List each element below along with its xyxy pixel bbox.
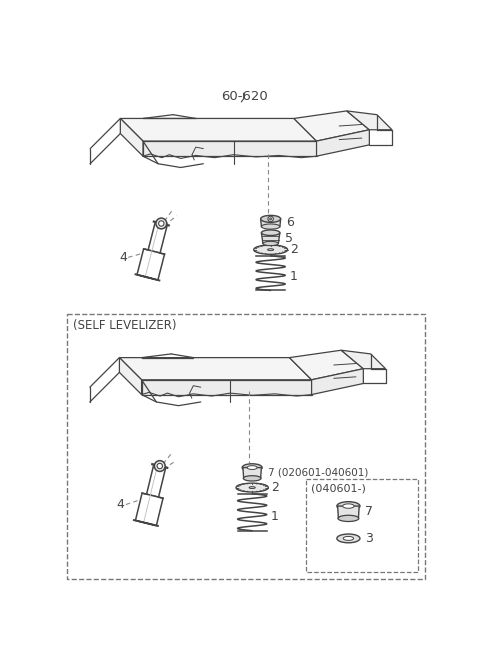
Polygon shape: [262, 233, 280, 243]
Polygon shape: [341, 350, 385, 369]
Ellipse shape: [135, 124, 143, 128]
Ellipse shape: [131, 361, 145, 369]
Polygon shape: [143, 141, 316, 156]
Text: 2: 2: [290, 243, 298, 256]
Polygon shape: [120, 358, 142, 394]
Ellipse shape: [267, 249, 274, 251]
Polygon shape: [289, 350, 363, 380]
Ellipse shape: [247, 466, 257, 470]
Ellipse shape: [261, 215, 281, 222]
Polygon shape: [142, 380, 312, 394]
Ellipse shape: [243, 476, 261, 481]
Polygon shape: [120, 119, 316, 141]
Ellipse shape: [132, 122, 147, 130]
Circle shape: [157, 463, 162, 469]
Ellipse shape: [219, 124, 248, 136]
Ellipse shape: [343, 537, 354, 541]
Text: 7 (020601-040601): 7 (020601-040601): [267, 468, 368, 478]
Polygon shape: [337, 506, 359, 518]
Ellipse shape: [216, 363, 244, 375]
Polygon shape: [312, 369, 363, 394]
Polygon shape: [120, 119, 143, 156]
Ellipse shape: [249, 487, 255, 489]
Ellipse shape: [337, 534, 360, 543]
Polygon shape: [261, 219, 281, 226]
Text: 1: 1: [290, 270, 298, 283]
Polygon shape: [135, 493, 163, 525]
Ellipse shape: [263, 241, 278, 245]
Ellipse shape: [343, 504, 354, 508]
Circle shape: [268, 216, 273, 222]
Circle shape: [156, 218, 167, 229]
Ellipse shape: [236, 483, 268, 492]
Text: (040601-): (040601-): [311, 483, 366, 494]
Text: 4: 4: [119, 251, 127, 264]
Text: 60-620: 60-620: [221, 89, 268, 102]
Polygon shape: [146, 464, 166, 497]
Ellipse shape: [337, 502, 360, 510]
Ellipse shape: [242, 464, 262, 472]
Text: 3: 3: [365, 532, 373, 545]
Text: 4: 4: [117, 498, 124, 511]
Circle shape: [155, 461, 165, 472]
Ellipse shape: [338, 515, 359, 522]
Circle shape: [158, 221, 164, 226]
Text: 1: 1: [271, 510, 278, 523]
Text: 2: 2: [271, 481, 278, 494]
Text: 5: 5: [285, 232, 292, 245]
Ellipse shape: [254, 245, 288, 255]
Polygon shape: [316, 130, 369, 156]
Text: 7: 7: [365, 505, 373, 518]
Polygon shape: [137, 249, 165, 280]
Ellipse shape: [262, 224, 280, 229]
Polygon shape: [294, 111, 369, 141]
Polygon shape: [120, 358, 312, 380]
Ellipse shape: [262, 230, 280, 236]
Circle shape: [269, 218, 272, 220]
Polygon shape: [148, 222, 167, 253]
Ellipse shape: [223, 366, 238, 372]
Polygon shape: [347, 111, 392, 130]
Text: 6: 6: [286, 216, 294, 229]
Ellipse shape: [134, 363, 142, 367]
Polygon shape: [243, 468, 262, 478]
Text: (SELF LEVELIZER): (SELF LEVELIZER): [73, 319, 176, 332]
Ellipse shape: [226, 127, 241, 133]
